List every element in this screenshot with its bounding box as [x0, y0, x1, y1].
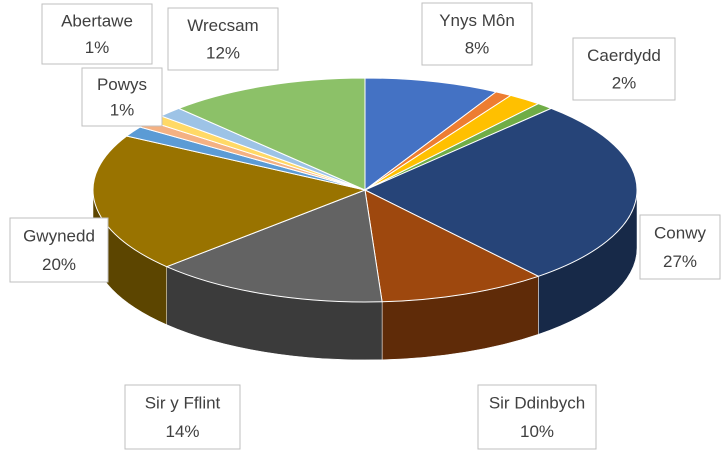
label-box: [639, 214, 721, 280]
label-box: [41, 3, 153, 65]
label-box: [572, 37, 676, 101]
slice-value: 27%: [663, 252, 697, 271]
slice-value: 10%: [520, 422, 554, 441]
slice: [92, 135, 367, 268]
slice-value: 8%: [465, 38, 490, 57]
slice-label: Sir Ddinbych: [489, 394, 585, 413]
slice-value: 14%: [165, 422, 199, 441]
slice: [364, 77, 498, 191]
slice: [363, 107, 638, 277]
slice-label: Ynys Môn: [439, 11, 515, 30]
slice-label: Gwynedd: [23, 227, 95, 246]
label-box: [81, 67, 163, 127]
slice-label: Caerdydd: [587, 46, 661, 65]
slice-value: 12%: [206, 43, 240, 62]
slice-label: Powys: [97, 75, 147, 94]
label-box: [9, 217, 109, 283]
slice: [177, 77, 366, 191]
slice-value: 1%: [110, 100, 135, 119]
slice-label: Wrecsam: [187, 16, 258, 35]
label-box: [124, 384, 241, 450]
slice: [165, 189, 383, 303]
slice-label: Sir y Fflint: [145, 394, 221, 413]
slice: [364, 189, 540, 303]
slice-label: Conwy: [654, 224, 706, 243]
label-box: [167, 7, 279, 71]
slice-value: 1%: [85, 38, 110, 57]
label-box: [477, 384, 597, 450]
label-box: [421, 2, 533, 66]
slice-label: Abertawe: [61, 11, 133, 30]
slice-value: 20%: [42, 255, 76, 274]
slice-value: 2%: [612, 73, 637, 92]
